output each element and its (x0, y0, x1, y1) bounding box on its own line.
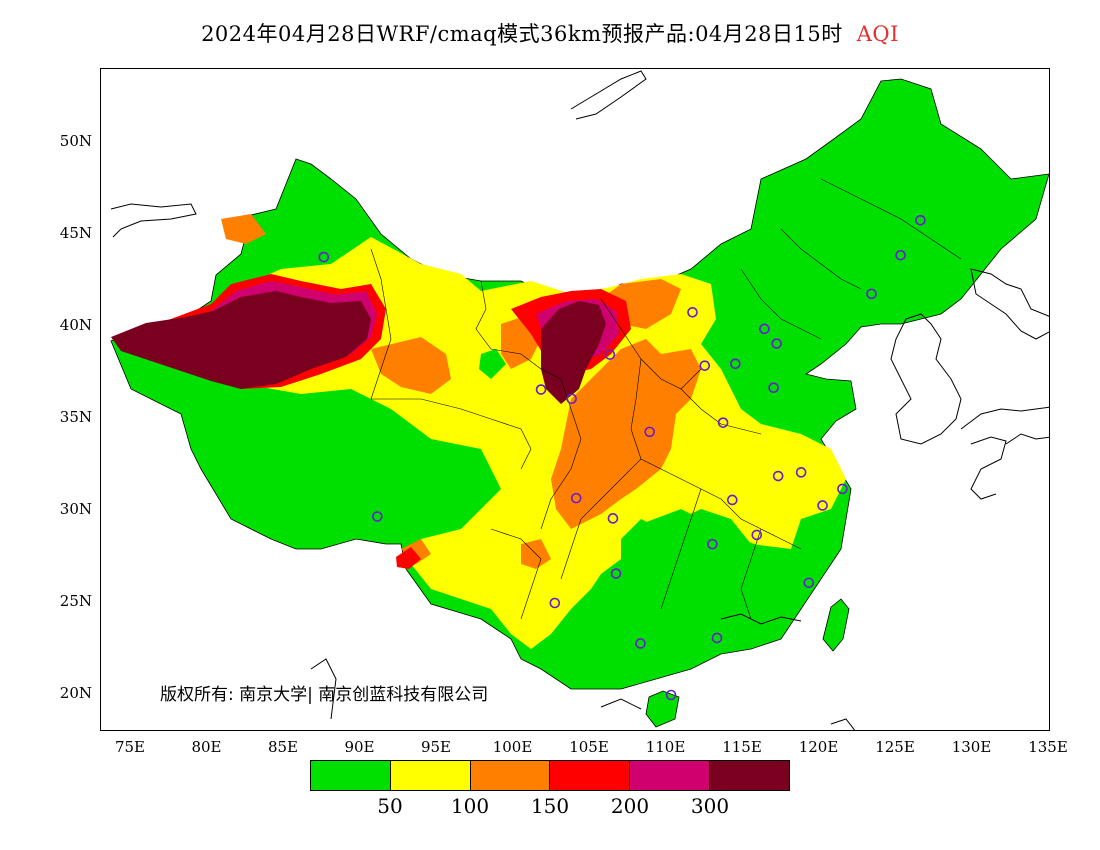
station-marker[interactable] (570, 492, 582, 504)
lat-tick-label: 40N (59, 316, 92, 334)
lon-tick-label: 130E (951, 738, 992, 756)
station-marker[interactable] (768, 382, 779, 394)
lat-tick-label: 30N (59, 500, 92, 518)
legend-swatch (549, 761, 630, 790)
station-marker[interactable] (717, 417, 729, 428)
station-marker[interactable] (915, 214, 926, 226)
lon-tick-label: 100E (492, 738, 533, 756)
aqi-zone-unhealthy (396, 547, 421, 569)
title-main: 2024年04月28日WRF/cmaq模式36km预报产品:04月28日15时 (201, 22, 843, 46)
aqi-zone-sensitive (551, 339, 701, 529)
station-marker[interactable] (751, 529, 763, 541)
lon-tick-label: 90E (344, 738, 375, 756)
legend-label: 150 (530, 794, 570, 818)
lat-tick-label: 50N (59, 132, 92, 150)
provincial-boundaries (370, 178, 962, 620)
aqi-zone-sensitive (221, 214, 266, 244)
legend-swatch (389, 761, 470, 790)
legend-label: 300 (690, 794, 730, 818)
aqi-color-legend (310, 760, 790, 791)
station-marker[interactable] (759, 323, 770, 335)
station-marker[interactable] (837, 483, 848, 495)
hainan-island (645, 690, 680, 728)
taiwan-island (822, 598, 850, 652)
neighbour-coastlines (110, 70, 1049, 730)
legend-swatch (469, 761, 550, 790)
station-marker[interactable] (895, 249, 906, 261)
lat-tick-label: 20N (59, 684, 92, 702)
station-marker[interactable] (635, 638, 646, 649)
aqi-zone-hazardous (111, 291, 371, 389)
station-marker[interactable] (665, 689, 677, 701)
station-marker[interactable] (699, 360, 711, 371)
station-marker[interactable] (687, 306, 698, 318)
station-marker[interactable] (610, 568, 622, 579)
lon-tick-label: 95E (420, 738, 452, 756)
station-marker[interactable] (771, 338, 782, 349)
copyright-notice: 版权所有: 南京大学| 南京创蓝科技有限公司 (160, 685, 489, 705)
station-marker[interactable] (730, 358, 741, 370)
station-marker[interactable] (372, 511, 383, 522)
station-marker[interactable] (772, 470, 784, 482)
station-marker[interactable] (318, 251, 330, 263)
legend-swatch (629, 761, 710, 790)
station-marker[interactable] (644, 426, 655, 438)
lat-tick-label: 25N (59, 592, 92, 610)
station-marker[interactable] (726, 494, 738, 506)
aqi-zone-sensitive (371, 337, 451, 394)
lon-tick-label: 120E (798, 738, 839, 756)
station-marker[interactable] (607, 513, 619, 524)
aqi-zone-good-patch (479, 349, 506, 379)
station-marker[interactable] (795, 467, 807, 478)
aqi-zone-hazardous (541, 301, 606, 404)
station-marker[interactable] (817, 500, 828, 511)
lon-tick-label: 125E (875, 738, 915, 756)
lon-tick-label: 80E (191, 738, 222, 756)
lon-tick-label: 110E (645, 738, 686, 756)
station-marker[interactable] (866, 288, 877, 300)
station-marker[interactable] (604, 349, 616, 360)
lon-tick-label: 105E (569, 738, 609, 756)
station-marker[interactable] (566, 393, 577, 405)
lon-tick-label: 75E (114, 738, 146, 756)
lat-tick-label: 35N (59, 408, 92, 426)
legend-label: 50 (377, 794, 403, 818)
station-marker[interactable] (707, 538, 718, 550)
aqi-zone-sensitive (401, 539, 431, 564)
station-marker[interactable] (711, 632, 723, 644)
lat-tick-label: 45N (59, 224, 92, 242)
aqi-forecast-map (110, 70, 1049, 730)
map-title: 2024年04月28日WRF/cmaq模式36km预报产品:04月28日15时 A… (0, 18, 1100, 48)
station-marker[interactable] (535, 384, 547, 395)
lon-tick-label: 135E (1028, 738, 1068, 756)
legend-swatch (709, 761, 789, 790)
legend-label: 200 (610, 794, 650, 818)
legend-label: 100 (450, 794, 490, 818)
lon-tick-label: 85E (267, 738, 299, 756)
map-frame[interactable] (100, 68, 1050, 731)
legend-swatch (311, 761, 390, 790)
title-variable: AQI (856, 22, 899, 46)
aqi-zone-good-patch (291, 394, 496, 539)
station-marker[interactable] (549, 597, 561, 609)
city-stations (318, 214, 926, 701)
lon-tick-label: 115E (722, 738, 762, 756)
station-marker[interactable] (803, 577, 815, 589)
